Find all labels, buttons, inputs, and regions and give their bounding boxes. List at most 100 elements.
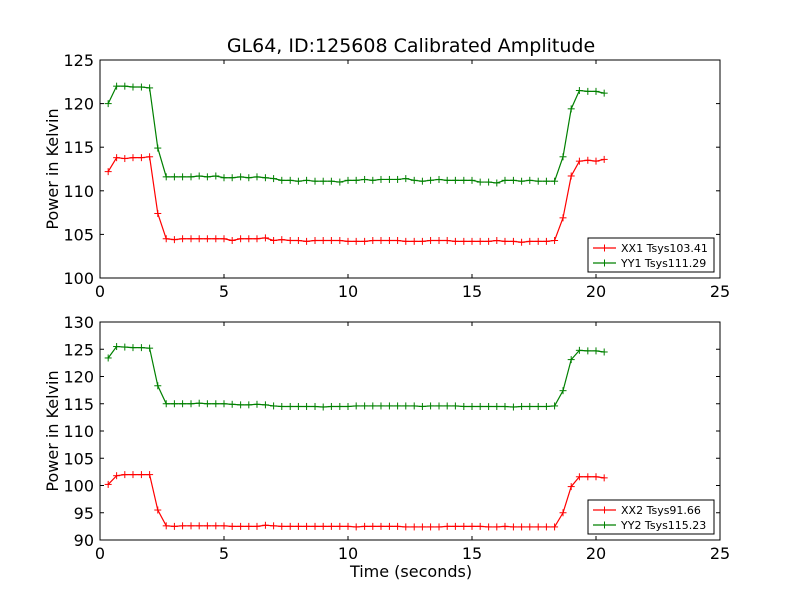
bottom-series-xx-point — [154, 506, 162, 514]
bottom-series-yy-point — [600, 348, 608, 356]
top-series-yy-point — [294, 177, 302, 185]
top-series-yy-point — [476, 178, 484, 186]
bottom-series-yy-point — [443, 402, 451, 410]
top-chart-title: GL64, ID:125608 Calibrated Amplitude — [227, 35, 595, 57]
top-series-xx-point — [567, 172, 575, 180]
top-y-tick-label: 110 — [63, 182, 94, 201]
top-series-yy-point — [468, 176, 476, 184]
top-series-xx-point — [394, 237, 402, 245]
bottom-series-xx-point — [501, 522, 509, 530]
bottom-series-xx-point — [410, 523, 418, 531]
top-series-yy-point — [336, 178, 344, 186]
top-series-yy-point — [270, 175, 278, 183]
top-series-xx-point — [261, 234, 269, 242]
top-series-xx-point — [303, 237, 311, 245]
top-series-yy-point — [195, 172, 203, 180]
bottom-series-yy-point — [369, 402, 377, 410]
bottom-series-xx-point — [294, 522, 302, 530]
top-series-xx-point — [286, 237, 294, 245]
top-series-yy-point — [253, 173, 261, 181]
bottom-series-xx-point — [146, 471, 154, 479]
bottom-y-axis-label: Power in Kelvin — [43, 370, 62, 491]
top-series-yy-point — [154, 144, 162, 152]
top-series-xx-point — [509, 237, 517, 245]
bottom-series-yy-point — [212, 400, 220, 408]
bottom-y-tick-label: 100 — [63, 477, 94, 496]
top-plot-series — [104, 82, 608, 246]
bottom-y-tick-label: 125 — [63, 340, 94, 359]
top-series-yy-point — [567, 105, 575, 113]
bottom-x-axis-label: Time (seconds) — [349, 562, 472, 581]
bottom-series-xx-point — [518, 523, 526, 531]
top-series-xx-point — [385, 237, 393, 245]
bottom-series-xx-point — [303, 522, 311, 530]
bottom-series-yy-point — [534, 402, 542, 410]
bottom-series-xx-point — [385, 522, 393, 530]
bottom-series-xx-point — [551, 523, 559, 531]
top-series-yy-point — [501, 176, 509, 184]
top-series-xx-point — [451, 237, 459, 245]
bottom-series-yy-point — [278, 402, 286, 410]
top-series-xx-point — [129, 154, 137, 162]
bottom-series-yy-point — [501, 402, 509, 410]
bottom-series-yy-point — [294, 402, 302, 410]
top-series-xx-point — [228, 237, 236, 245]
bottom-series-yy-point — [311, 402, 319, 410]
top-series-xx-point — [319, 237, 327, 245]
bottom-series-xx-point — [427, 523, 435, 531]
top-series-yy-point — [146, 84, 154, 92]
bottom-axis-ticks: 0 5 10 15 20 25 90 95 100 105 110 115 120 125 130 — [63, 313, 730, 563]
bottom-series-yy-point — [518, 402, 526, 410]
top-series-xx-point — [443, 237, 451, 245]
bottom-series-yy-point — [203, 400, 211, 408]
top-series-xx-point — [493, 237, 501, 245]
bottom-series-yy-point — [170, 400, 178, 408]
bottom-series-yy-point — [270, 402, 278, 410]
top-series-yy-point — [121, 82, 129, 90]
bottom-series-xx-point — [278, 522, 286, 530]
bottom-series-yy-point — [237, 401, 245, 409]
top-series-yy-point — [600, 89, 608, 97]
bottom-series-yy-point — [460, 402, 468, 410]
bottom-series-xx-point — [559, 509, 567, 517]
top-series-yy-point — [394, 175, 402, 183]
bottom-series-yy-point — [104, 354, 112, 362]
top-series-yy-point — [451, 176, 459, 184]
bottom-series-xx-point — [195, 522, 203, 530]
bottom-y-tick-label: 105 — [63, 449, 94, 468]
bottom-series-yy-point — [385, 402, 393, 410]
bottom-series-xx-point — [534, 523, 542, 531]
bottom-series-xx-point — [327, 522, 335, 530]
top-series-xx-point — [501, 237, 509, 245]
top-series-xx-point — [137, 154, 145, 162]
top-series-yy-point — [534, 177, 542, 185]
top-series-yy-point — [278, 176, 286, 184]
bottom-series-yy-point — [245, 401, 253, 409]
top-series-yy-point — [518, 177, 526, 185]
top-legend-xx-label: XX1 Tsys103.41 — [621, 242, 708, 255]
bottom-legend-yy-label: YY2 Tsys115.23 — [620, 519, 706, 532]
bottom-series-yy-point — [394, 402, 402, 410]
bottom-series-xx-point — [245, 522, 253, 530]
bottom-x-tick-label: 5 — [219, 544, 229, 563]
bottom-series-xx-point — [113, 472, 121, 480]
top-series-yy-point — [361, 175, 369, 183]
bottom-series-yy-point — [592, 347, 600, 355]
bottom-series-yy-point — [526, 402, 534, 410]
bottom-series-xx-point — [162, 522, 170, 530]
top-series-xx-point — [212, 235, 220, 243]
top-series-yy-point — [352, 176, 360, 184]
bottom-series-xx-point — [575, 473, 583, 481]
top-series-xx-point — [170, 236, 178, 244]
bottom-x-tick-label: 20 — [586, 544, 606, 563]
bottom-series-yy-point — [361, 402, 369, 410]
top-series-xx-point — [162, 235, 170, 243]
top-series-xx-point — [245, 235, 253, 243]
top-series-yy-point — [493, 179, 501, 187]
bottom-series-xx-point — [311, 522, 319, 530]
bottom-series-yy-point — [418, 402, 426, 410]
bottom-series-yy-point — [410, 402, 418, 410]
top-series-xx-point — [195, 235, 203, 243]
bottom-x-tick-label: 0 — [95, 544, 105, 563]
top-series-yy-point — [261, 174, 269, 182]
